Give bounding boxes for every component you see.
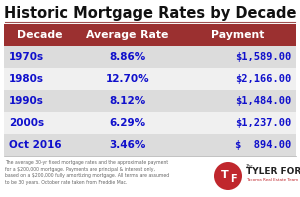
Text: $1,484.00: $1,484.00: [235, 96, 291, 106]
Bar: [4, 24, 296, 46]
Text: The: The: [246, 164, 253, 168]
Text: 8.12%: 8.12%: [110, 96, 146, 106]
Text: $1,589.00: $1,589.00: [235, 52, 291, 62]
Text: $2,166.00: $2,166.00: [235, 74, 291, 84]
Text: Oct 2016: Oct 2016: [9, 140, 62, 150]
Text: 8.86%: 8.86%: [110, 52, 146, 62]
Text: Historic Mortgage Rates by Decade: Historic Mortgage Rates by Decade: [4, 6, 296, 20]
Text: Average Rate: Average Rate: [86, 30, 169, 40]
Circle shape: [214, 162, 242, 190]
Text: 1980s: 1980s: [9, 74, 44, 84]
Text: TYLER FORD: TYLER FORD: [246, 166, 300, 176]
Bar: [4, 90, 296, 112]
Text: 1990s: 1990s: [9, 96, 44, 106]
Text: The average 30-yr fixed mortgage rates and the approximate payment
for a $200,00: The average 30-yr fixed mortgage rates a…: [5, 160, 169, 185]
Text: 2000s: 2000s: [9, 118, 44, 128]
Bar: [4, 46, 296, 68]
Text: F: F: [230, 174, 236, 184]
Text: 3.46%: 3.46%: [109, 140, 146, 150]
Text: 6.29%: 6.29%: [110, 118, 146, 128]
Bar: [4, 68, 296, 90]
Text: Payment: Payment: [211, 30, 264, 40]
Text: $1,237.00: $1,237.00: [235, 118, 291, 128]
Text: T: T: [221, 170, 229, 180]
Text: 1970s: 1970s: [9, 52, 44, 62]
Text: Tacoma Real Estate Team: Tacoma Real Estate Team: [246, 178, 298, 182]
Text: Decade: Decade: [17, 30, 63, 40]
Text: $  894.00: $ 894.00: [235, 140, 291, 150]
Bar: [4, 134, 296, 156]
Bar: [4, 112, 296, 134]
Text: 12.70%: 12.70%: [106, 74, 149, 84]
